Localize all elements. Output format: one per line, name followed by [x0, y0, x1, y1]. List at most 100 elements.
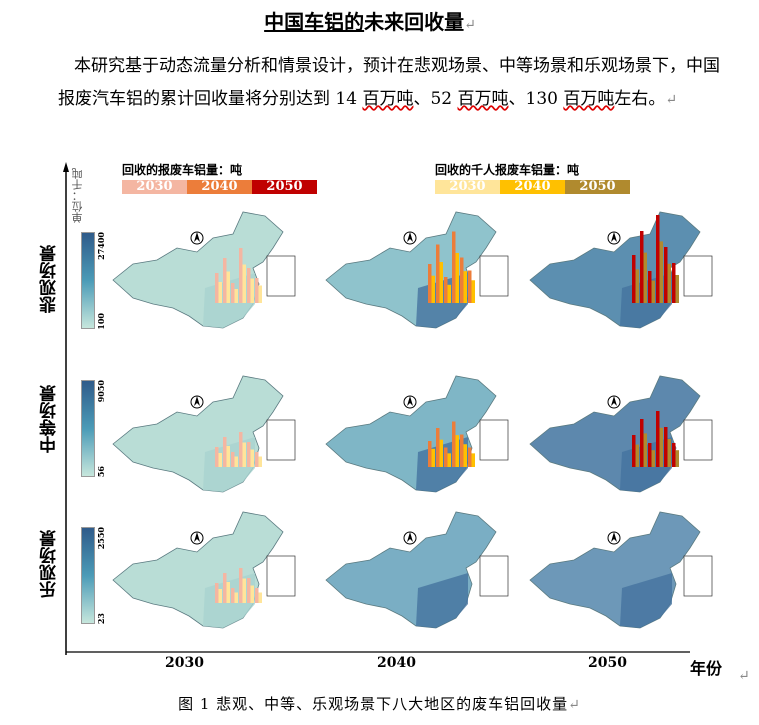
bar-total: [468, 270, 472, 303]
bar-total: [223, 573, 227, 603]
bar-total: [444, 447, 448, 467]
south-china-sea-inset: [266, 555, 296, 597]
colorbar-min: 100: [96, 313, 106, 330]
legend-item-2040: 2040: [187, 180, 252, 194]
colorbar-min: 23: [96, 613, 106, 625]
bar-total: [247, 578, 251, 603]
bar-per-capita: [659, 241, 663, 303]
bar-per-capita: [651, 280, 655, 303]
colorbar-row3: [81, 527, 95, 624]
bar-total: [468, 447, 472, 467]
south-china-sea-inset: [683, 555, 713, 597]
bar-per-capita: [226, 582, 230, 603]
bar-total: [231, 588, 235, 603]
south-china-sea-inset: [479, 255, 509, 297]
bar-per-capita: [455, 252, 459, 303]
map-panel: [112, 511, 296, 629]
south-china-sea-inset: [683, 255, 713, 297]
legend-item-2050: 2050: [252, 180, 317, 194]
north-arrow-icon: [407, 396, 413, 406]
bar-per-capita: [463, 271, 467, 303]
para-text: 百万吨: [563, 89, 615, 109]
bar-total: [255, 278, 259, 303]
colorbar-min: 56: [96, 466, 106, 478]
bar-per-capita: [431, 275, 435, 303]
bar-per-capita: [667, 263, 671, 303]
column-label-2050: 2050: [588, 655, 627, 671]
china-map: [112, 375, 284, 493]
bar-total: [632, 255, 636, 303]
china-map: [325, 211, 497, 329]
body-paragraph: 本研究基于动态流量分析和情景设计，预计在悲观场景、中等场景和乐观场景下，中国报废…: [58, 50, 728, 117]
para-text: 百万吨: [362, 89, 414, 109]
para-text: 、130: [508, 89, 564, 109]
bar-total: [640, 231, 644, 303]
bar-per-capita: [258, 285, 262, 303]
row-label-medium: 中等场景: [40, 385, 60, 453]
north-arrow-icon: [194, 232, 200, 242]
caption-text: 图 1 悲观、中等、乐观场景下八大地区的废车铝回收量: [178, 695, 569, 713]
bar-total: [231, 452, 235, 467]
bar-total: [247, 442, 251, 467]
figure-caption: 图 1 悲观、中等、乐观场景下八大地区的废车铝回收量↵: [0, 693, 759, 714]
bar-per-capita: [659, 427, 663, 467]
bar-per-capita: [431, 448, 435, 467]
bar-total: [640, 419, 644, 467]
bar-total: [656, 215, 660, 303]
column-label-2030: 2030: [165, 655, 204, 671]
bar-per-capita: [675, 450, 679, 467]
row-label-pessimistic: 悲观场景: [40, 245, 60, 313]
legend-right-title: 回收的千人报废车铝量：吨: [435, 163, 580, 177]
legend-item-2030: 2030: [122, 180, 187, 194]
colorbar-max: 9050: [96, 380, 106, 403]
bar-total: [428, 441, 432, 467]
bar-total: [239, 432, 243, 467]
bar-total: [460, 257, 464, 303]
bar-per-capita: [667, 439, 671, 467]
legend-item-2040: 2040: [500, 180, 565, 194]
colorbar-row1: [81, 232, 95, 329]
bar-per-capita: [439, 439, 443, 467]
bar-per-capita: [635, 444, 639, 467]
legend-item-2030: 2030: [435, 180, 500, 194]
bar-total: [452, 231, 456, 303]
bar-per-capita: [643, 252, 647, 303]
bar-per-capita: [471, 453, 475, 467]
bar-total: [255, 452, 259, 467]
bar-total: [239, 248, 243, 303]
map-panel: [112, 211, 296, 329]
bar-per-capita: [643, 433, 647, 467]
bar-total: [452, 421, 456, 467]
bar-per-capita: [258, 456, 262, 467]
legend-item-2050: 2050: [565, 180, 630, 194]
colorbar-max: 27400: [96, 232, 106, 260]
bar-total: [436, 428, 440, 467]
china-map: [112, 211, 284, 329]
bar-total: [672, 263, 676, 303]
title-rest: 未来回收量: [364, 10, 465, 34]
bar-per-capita: [242, 442, 246, 467]
bar-total: [223, 258, 227, 303]
title-underlined: 中国车铝的: [264, 10, 365, 34]
y-axis-arrow: [63, 162, 69, 172]
bar-total: [632, 435, 636, 467]
bar-total: [215, 447, 219, 467]
paragraph-mark: ↵: [738, 668, 750, 684]
china-map: [325, 375, 497, 493]
south-china-sea-inset: [266, 255, 296, 297]
para-text: 、52: [413, 89, 458, 109]
china-map: [529, 511, 701, 629]
bar-per-capita: [250, 449, 254, 467]
paragraph-mark: ↵: [568, 697, 581, 713]
colorbar-row2: [81, 380, 95, 477]
bar-per-capita: [218, 282, 222, 303]
south-china-sea-inset: [479, 555, 509, 597]
para-text: 左右。: [614, 89, 666, 109]
bar-per-capita: [218, 589, 222, 603]
bar-per-capita: [234, 592, 238, 603]
bar-total: [672, 443, 676, 467]
bar-per-capita: [675, 275, 679, 303]
north-arrow-icon: [407, 532, 413, 542]
